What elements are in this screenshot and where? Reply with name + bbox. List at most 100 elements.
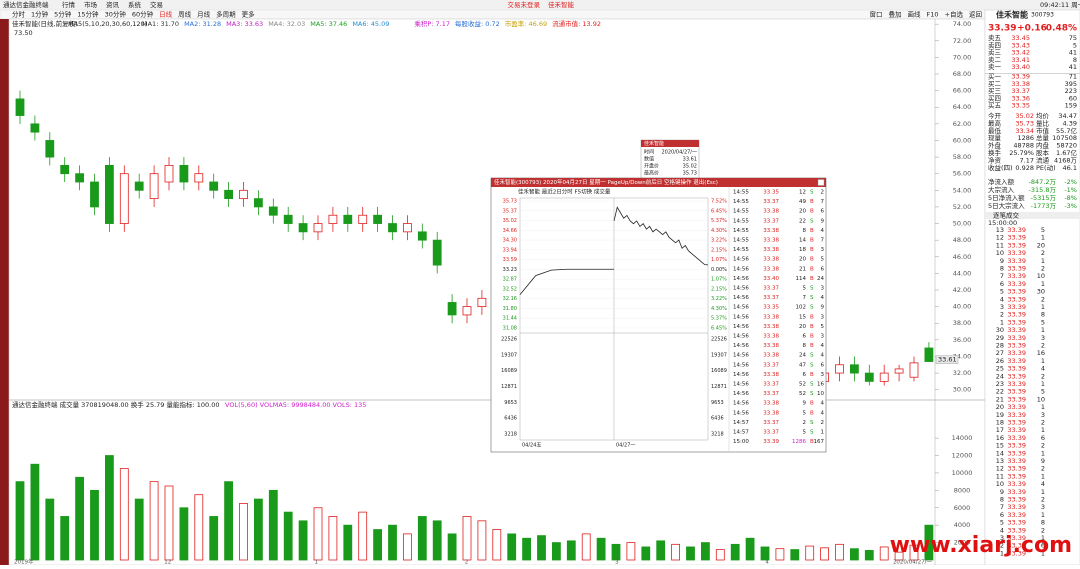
candle-body: [835, 364, 844, 374]
candle-body: [477, 297, 487, 308]
btn-tool[interactable]: 画线: [908, 10, 922, 19]
candle-body: [313, 223, 323, 233]
book-volume: 41: [1069, 49, 1077, 57]
btn-period[interactable]: 分时: [12, 10, 26, 19]
trade-index: 7: [1000, 272, 1004, 280]
btn-period[interactable]: 5分钟: [54, 10, 72, 19]
popup-time: 14:56: [733, 314, 749, 320]
trades-time: 15:00:00: [988, 219, 1017, 227]
trade-index: 4: [1000, 295, 1004, 303]
y-tick-label: 56.00: [953, 170, 972, 178]
btn-menu[interactable]: 交易: [150, 0, 163, 9]
trade-index: 12: [996, 234, 1004, 242]
flow-key: 大宗流入: [988, 185, 1015, 194]
btn-period[interactable]: 多周期: [216, 10, 236, 19]
btn-period[interactable]: 15分钟: [77, 10, 99, 19]
stat-value: 35.02: [1015, 112, 1034, 120]
stat-value: 34.47: [1058, 112, 1077, 120]
popup: [490, 177, 827, 453]
btn-period[interactable]: 周线: [178, 10, 192, 19]
popup-count: 1: [821, 430, 825, 436]
chart-title: 佳禾智能(日线,前复权): [12, 19, 78, 28]
popup-vol-label: 9653: [504, 400, 517, 406]
volume-bar: [924, 524, 934, 561]
popup-side: B: [810, 324, 814, 330]
y-tick-label: 62.00: [953, 120, 972, 128]
time-label: 2: [465, 560, 469, 566]
trade-volume: 2: [1041, 249, 1045, 257]
ma-label: MA3: 33.63: [226, 20, 263, 28]
y-tick-label: 30.00: [953, 386, 972, 394]
popup-vol: 15: [799, 314, 806, 320]
trade-volume: 5: [1041, 318, 1045, 326]
stat-key: 流通: [1036, 155, 1050, 164]
y-tick-label: 32.00: [953, 369, 972, 377]
trade-volume: 6: [1041, 542, 1045, 550]
stat-key: 换手: [988, 148, 1002, 157]
change-pct: 0.48%: [1046, 24, 1077, 34]
btn-period[interactable]: 更多: [242, 10, 256, 19]
popup-price: 33.37: [763, 295, 779, 301]
popup-price: 33.38: [763, 247, 779, 253]
btn-menu[interactable]: 资讯: [106, 0, 120, 9]
popup-price: 33.39: [763, 439, 779, 445]
trade-index: 20: [996, 403, 1004, 411]
stat-key: 市值: [1036, 126, 1050, 135]
popup-side: S: [810, 382, 814, 388]
btn-period[interactable]: 月线: [197, 10, 211, 19]
trade-price: 33.39: [1007, 311, 1026, 319]
stat-key: 内盘: [1036, 141, 1050, 150]
btn-tool[interactable]: F10: [927, 11, 939, 19]
book-volume: 159: [1065, 102, 1077, 110]
candle-body: [179, 164, 189, 183]
volume-bar: [552, 542, 561, 561]
volume-bar: [671, 543, 680, 561]
stat-value: 4.39: [1063, 119, 1077, 127]
btn-tool[interactable]: 窗口: [870, 10, 883, 19]
popup-side: S: [810, 420, 814, 426]
tooltip-value: 35.73: [683, 171, 697, 177]
popup-price-label: 32.52: [503, 286, 517, 292]
y-tick-label: 36.00: [953, 336, 972, 344]
candle-body: [358, 214, 368, 224]
trade-index: 9: [1000, 257, 1004, 265]
ma-label: MA2: 31.28: [184, 20, 221, 28]
time-label: 2020/04/27/一: [893, 560, 933, 566]
y-tick-label: 64.00: [953, 103, 972, 111]
popup-time: 14:56: [733, 276, 749, 282]
btn-menu[interactable]: 系统: [128, 0, 142, 9]
book-volume: 5: [1073, 41, 1077, 49]
btn-period[interactable]: 30分钟: [105, 10, 127, 19]
btn-tool[interactable]: 返回: [969, 11, 982, 19]
volume-bar: [581, 533, 591, 561]
btn-close[interactable]: [817, 179, 825, 186]
btn-tool[interactable]: +自选: [945, 10, 964, 19]
trade-volume: 1: [1041, 326, 1045, 334]
stat-value: 1.67亿: [1056, 148, 1077, 157]
stat-value: 25.79%: [1009, 149, 1034, 157]
btn-period[interactable]: 日线: [159, 10, 173, 19]
popup-count: 9: [821, 305, 825, 311]
btn-menu[interactable]: 行情: [62, 0, 76, 9]
btn-period[interactable]: 1分钟: [31, 10, 49, 19]
popup-count: 6: [821, 362, 825, 368]
book-price: 33.35: [1011, 102, 1030, 110]
popup-price: 33.37: [763, 362, 779, 368]
popup-pct-label: 3.22%: [711, 238, 727, 244]
popup-vol: 22: [799, 218, 806, 224]
candle-body: [90, 181, 99, 208]
popup-pct-label: 5.37%: [711, 218, 727, 224]
btn-menu[interactable]: 市场: [84, 0, 98, 9]
stat-key: 量比: [1036, 118, 1050, 127]
btn-tool[interactable]: 叠加: [889, 10, 902, 19]
vol-tick-label: 10000: [952, 469, 973, 477]
volume-bar: [90, 489, 99, 561]
popup-time: 14:56: [733, 391, 749, 397]
trade-volume: 1: [1041, 257, 1045, 265]
btn-period[interactable]: 60分钟: [132, 10, 154, 19]
popup-side: B: [810, 257, 814, 263]
vol-tick-label: 12000: [952, 452, 973, 460]
popup-price-label: 32.87: [503, 277, 517, 283]
popup-vol: 12: [799, 190, 806, 196]
vol-tick-label: 4000: [954, 521, 971, 529]
